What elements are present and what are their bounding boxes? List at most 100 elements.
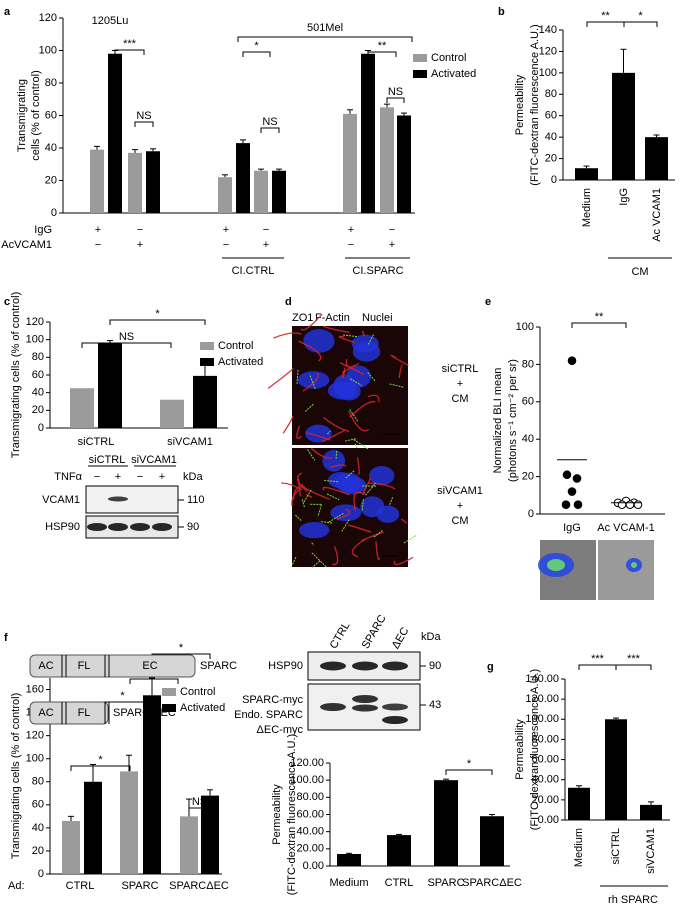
zo1-junction [367,334,375,345]
data-point [567,356,577,365]
actin-fiber [322,429,346,443]
bracket [134,121,154,127]
y-tick-label: 100 [516,321,534,333]
bar [143,695,161,874]
band-size: 90 [187,521,199,533]
zo1-junction [303,488,313,503]
blot-lane: + [159,471,165,483]
data-point [625,500,635,509]
condition-label: siVCAM1 [437,485,483,497]
bar [108,53,122,213]
legend-label: Activated [180,702,225,714]
annotation: NS [119,331,134,343]
y-tick-label: 0 [38,868,44,880]
x-tick-label: Ac VCAM-1 [597,522,654,534]
x-tick-label: Medium [573,828,585,867]
actin-fiber [393,556,414,566]
annotation: *** [123,38,137,50]
actin-fiber [298,340,322,362]
legend-swatch [413,70,427,78]
y-tick-label: 80.00 [531,733,559,745]
zo1-junction [295,514,302,522]
row-value: + [348,224,354,236]
annotation: * [98,754,103,766]
bar [480,816,504,866]
legend-swatch [200,358,214,366]
group-label: 1205Lu [92,15,129,27]
domain-body [29,701,109,725]
row-value: − [348,239,354,251]
legend-label: Control [431,52,466,64]
blot-row-label: TNFα [54,471,82,483]
x-tick-label: siVCAM1 [645,828,657,874]
y-tick-label: 100 [26,753,44,765]
bracket [586,21,625,27]
band [352,695,378,703]
actin-fiber [390,354,409,366]
blot-header: siCTRL [89,454,126,466]
annotation: ** [595,311,604,323]
y-tick-label: 20 [545,152,557,164]
zo1-junction [341,518,351,532]
actin-fiber [330,464,347,469]
panel-label: d [285,296,292,308]
y-tick-label: 0 [51,207,57,219]
bli-image [598,540,654,600]
bar [612,72,635,180]
legend-label: Control [180,686,215,698]
group-label: 501Mel [307,22,343,34]
panel-label: e [485,296,491,308]
zo1-junction [311,542,315,546]
x-tick-label: siCTRL [78,436,115,448]
actin-fiber [296,425,302,440]
band [108,496,128,502]
panel-label: a [4,6,11,18]
bar [397,115,411,213]
band-label: Endo. SPARC [234,709,303,721]
domain-label: AC [38,707,53,719]
bar [434,780,458,866]
x-tick-label: CTRL [385,877,414,889]
actin-fiber [273,332,302,339]
nucleus [352,341,381,362]
bar [90,149,104,213]
bar [160,399,184,428]
y-axis-label: (FITC-dextran fluorescence A.U.) [529,24,541,185]
actin-fiber [339,362,365,375]
y-tick-label: 80 [45,77,57,89]
band [108,523,128,531]
annotation: * [467,758,472,770]
zo1-junction [345,470,355,479]
band [130,523,150,531]
y-tick-label: 120 [26,730,44,742]
nucleus [322,449,346,472]
zo1-junction [335,450,338,459]
condition-label: + [457,378,463,390]
domain-body [29,654,196,678]
bar [575,168,598,180]
y-tick-label: 100 [26,334,44,346]
data-point [567,487,577,496]
legend-swatch [162,704,176,712]
y-tick-label: 20 [522,471,534,483]
row-value: − [95,239,101,251]
stain-label: ZO1 [292,312,313,324]
y-tick-label: 80 [32,351,44,363]
y-axis-label: (FITC-dextran fluorescence A.U.) [286,734,298,895]
zo1-junction [291,556,297,565]
y-tick-label: 100.00 [525,713,559,725]
row-value: + [223,224,229,236]
y-axis-label: Transmigrating cells (% of control) [10,292,22,458]
blot-header: siVCAM1 [131,454,177,466]
actin-fiber [293,486,306,500]
row-label: AcVCAM1 [1,239,52,251]
zo1-junction [388,497,394,507]
y-tick-label: 80 [545,88,557,100]
bar [380,107,394,213]
stain-label: Nuclei [362,312,393,324]
actin-fiber [348,410,370,432]
x-tick-label: siVCAM1 [167,436,213,448]
zo1-junction [301,498,305,508]
data-point [562,470,572,480]
annotation: * [638,10,643,22]
